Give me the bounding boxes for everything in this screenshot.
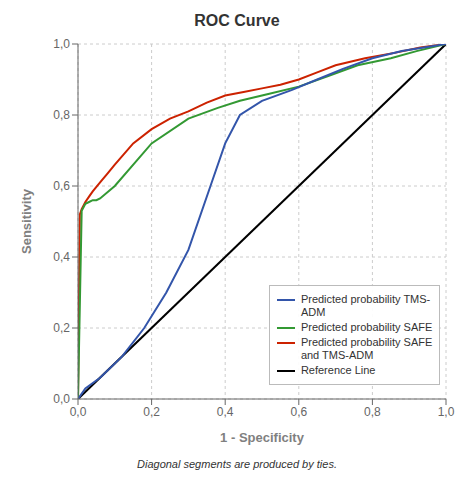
html-text:Predicted probability SAFE: Predicted probability SAFE [300,320,433,333]
html-text:Predicted probability SAFE: Predicted probability SAFE [300,335,433,348]
svg-text:1,0: 1,0 [53,37,70,51]
svg-text:0,2: 0,2 [53,321,70,335]
svg-text:0,6: 0,6 [290,405,307,419]
svg-text:0,0: 0,0 [53,392,70,406]
svg-text:Sensitivity: Sensitivity [19,188,34,254]
html-text:Predicted probability TMS-: Predicted probability TMS- [300,292,431,305]
svg-text:0,0: 0,0 [70,405,87,419]
svg-text:1,0: 1,0 [438,405,455,419]
html-text:ROC Curve: ROC Curve [194,12,280,29]
svg-text:0,6: 0,6 [53,179,70,193]
html-text:and TMS-ADM: and TMS-ADM [300,348,374,361]
svg-text:0,4: 0,4 [217,405,234,419]
html-text:ADM: ADM [300,305,326,318]
svg-text:1 - Specificity: 1 - Specificity [220,430,305,445]
html-text:Diagonal segments are produced: Diagonal segments are produced by ties. [137,458,337,470]
svg-text:0,4: 0,4 [53,250,70,264]
html-text:Reference Line: Reference Line [300,363,376,376]
svg-text:0,2: 0,2 [143,405,160,419]
svg-text:0,8: 0,8 [53,108,70,122]
svg-text:0,8: 0,8 [364,405,381,419]
